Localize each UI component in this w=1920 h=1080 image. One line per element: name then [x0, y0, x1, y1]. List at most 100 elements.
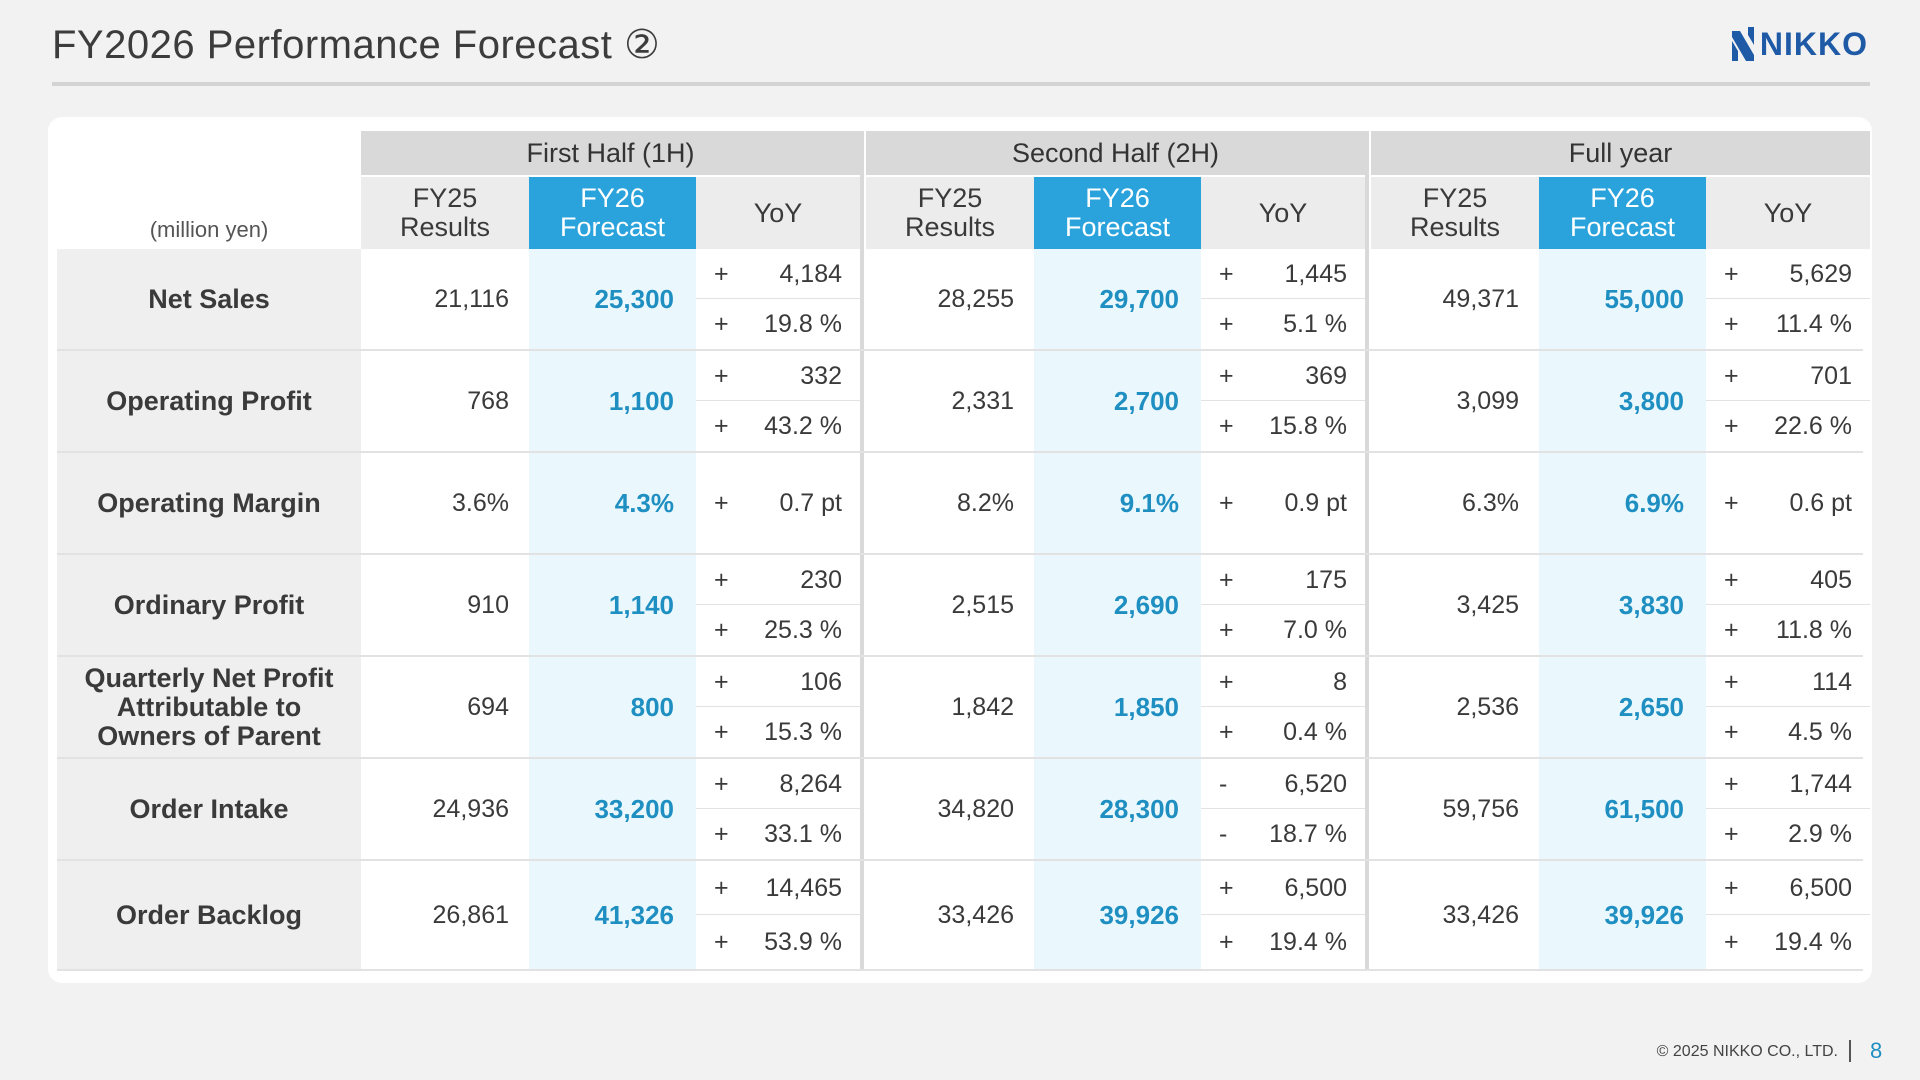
yoy-sign: -	[1219, 769, 1228, 798]
yoy-value: 5,629	[1789, 259, 1852, 288]
forecast-value: 9.1%	[1119, 487, 1179, 518]
yoy-sign: +	[714, 361, 729, 390]
yoy-value: 53.9 %	[764, 927, 842, 956]
row-divider	[57, 349, 1863, 351]
row-label: Quarterly Net Profit Attributable to Owner…	[57, 657, 361, 757]
logo-text: NIKKO	[1759, 25, 1868, 62]
yoy-sign: +	[1724, 488, 1739, 517]
results-value: 2,536	[1456, 692, 1519, 721]
column-header-line2: Forecast	[1569, 212, 1676, 242]
page-title: FY2026 Performance Forecast ②	[52, 23, 661, 67]
forecast-cell: 1,850	[1034, 657, 1201, 757]
results-cell: 2,536	[1371, 657, 1539, 757]
results-cell: 26,861	[361, 861, 529, 969]
column-header: FY25 Results	[1371, 177, 1539, 249]
yoy-sign: +	[1219, 309, 1234, 338]
yoy-cell: - 6,520	[1201, 759, 1365, 809]
results-value: 33,426	[1442, 900, 1519, 929]
yoy-cell: +53.9 %	[696, 915, 860, 969]
row-label: Operating Margin	[57, 453, 361, 553]
yoy-cell: +332	[696, 351, 860, 401]
yoy-value: 0.4 %	[1283, 717, 1347, 746]
yoy-value: 8	[1333, 667, 1347, 696]
forecast-cell: 2,690	[1034, 555, 1201, 655]
yoy-sign: +	[714, 769, 729, 798]
yoy-cell: +14,465	[696, 861, 860, 915]
yoy-value: 2.9 %	[1788, 819, 1852, 848]
yoy-sign: +	[1219, 259, 1234, 288]
yoy-sign: +	[1724, 717, 1739, 746]
yoy-cell: +5.1 %	[1201, 299, 1365, 349]
forecast-cell: 28,300	[1034, 759, 1201, 859]
yoy-sign: +	[714, 819, 729, 848]
forecast-value: 55,000	[1604, 283, 1684, 314]
results-value: 1,842	[951, 692, 1014, 721]
yoy-value: 11.4 %	[1776, 309, 1852, 338]
results-value: 910	[467, 590, 509, 619]
yoy-cell: +11.4 %	[1706, 299, 1870, 349]
yoy-value: 5.1 %	[1283, 309, 1347, 338]
column-header: FY26 Forecast	[1034, 177, 1201, 249]
results-value: 26,861	[432, 900, 509, 929]
forecast-cell: 3,830	[1539, 555, 1706, 655]
column-header: FY26 Forecast	[529, 177, 696, 249]
column-header-line2: Results	[399, 212, 491, 242]
forecast-cell: 2,700	[1034, 351, 1201, 451]
yoy-value: 1,744	[1789, 769, 1852, 798]
results-cell: 2,515	[866, 555, 1034, 655]
column-header-line1: YoY	[753, 197, 803, 228]
row-label-line: Ordinary Profit	[113, 589, 305, 620]
yoy-value: 14,465	[765, 873, 842, 902]
yoy-sign: +	[714, 927, 729, 956]
results-cell: 49,371	[1371, 249, 1539, 349]
forecast-value: 39,926	[1604, 899, 1684, 930]
row-divider	[57, 757, 1863, 759]
results-cell: 2,331	[866, 351, 1034, 451]
yoy-value: 369	[1305, 361, 1347, 390]
row-label-line: Attributable to	[116, 691, 302, 722]
forecast-cell: 41,326	[529, 861, 696, 969]
yoy-cell: +6,500	[1201, 861, 1365, 915]
yoy-cell: +33.1 %	[696, 809, 860, 859]
forecast-value: 1,850	[1113, 691, 1179, 722]
yoy-sign: +	[1724, 309, 1739, 338]
forecast-value: 1,140	[608, 589, 674, 620]
yoy-cell: +230	[696, 555, 860, 605]
forecast-value: 3,800	[1618, 385, 1684, 416]
column-header-line2: Results	[904, 212, 996, 242]
forecast-cell: 55,000	[1539, 249, 1706, 349]
yoy-value: 22.6 %	[1774, 411, 1852, 440]
column-header-line1: YoY	[1258, 197, 1308, 228]
results-cell: 33,426	[866, 861, 1034, 969]
yoy-value: 43.2 %	[764, 411, 842, 440]
results-cell: 21,116	[361, 249, 529, 349]
results-cell: 3,425	[1371, 555, 1539, 655]
forecast-value: 2,700	[1113, 385, 1179, 416]
yoy-value: 1,445	[1284, 259, 1347, 288]
column-header-line2: Forecast	[1064, 212, 1171, 242]
group-separator	[1365, 131, 1369, 971]
forecast-cell: 61,500	[1539, 759, 1706, 859]
yoy-sign: +	[1724, 819, 1739, 848]
results-value: 6.3%	[1462, 488, 1519, 517]
forecast-table-card: (million yen) First Half (1H) FY25 Results F…	[48, 117, 1872, 983]
yoy-value: 6,500	[1284, 873, 1347, 902]
forecast-cell: 25,300	[529, 249, 696, 349]
yoy-cell: +22.6 %	[1706, 401, 1870, 451]
group-header-label: Second Half (2H)	[1011, 137, 1220, 168]
forecast-value: 33,200	[594, 793, 674, 824]
forecast-value: 4.3%	[614, 487, 674, 518]
forecast-cell: 3,800	[1539, 351, 1706, 451]
column-header: YoY	[1201, 177, 1365, 249]
unit-label: (million yen)	[57, 131, 361, 249]
yoy-sign: +	[1724, 667, 1739, 696]
results-cell: 24,936	[361, 759, 529, 859]
yoy-cell: +8,264	[696, 759, 860, 809]
column-header: FY26 Forecast	[1539, 177, 1706, 249]
column-header-line1: YoY	[1763, 197, 1813, 228]
row-label-line: Net Sales	[148, 283, 270, 314]
row-label-line: Operating Profit	[106, 385, 312, 416]
forecast-value: 25,300	[594, 283, 674, 314]
row-divider	[57, 655, 1863, 657]
column-header-line2: Results	[1409, 212, 1501, 242]
